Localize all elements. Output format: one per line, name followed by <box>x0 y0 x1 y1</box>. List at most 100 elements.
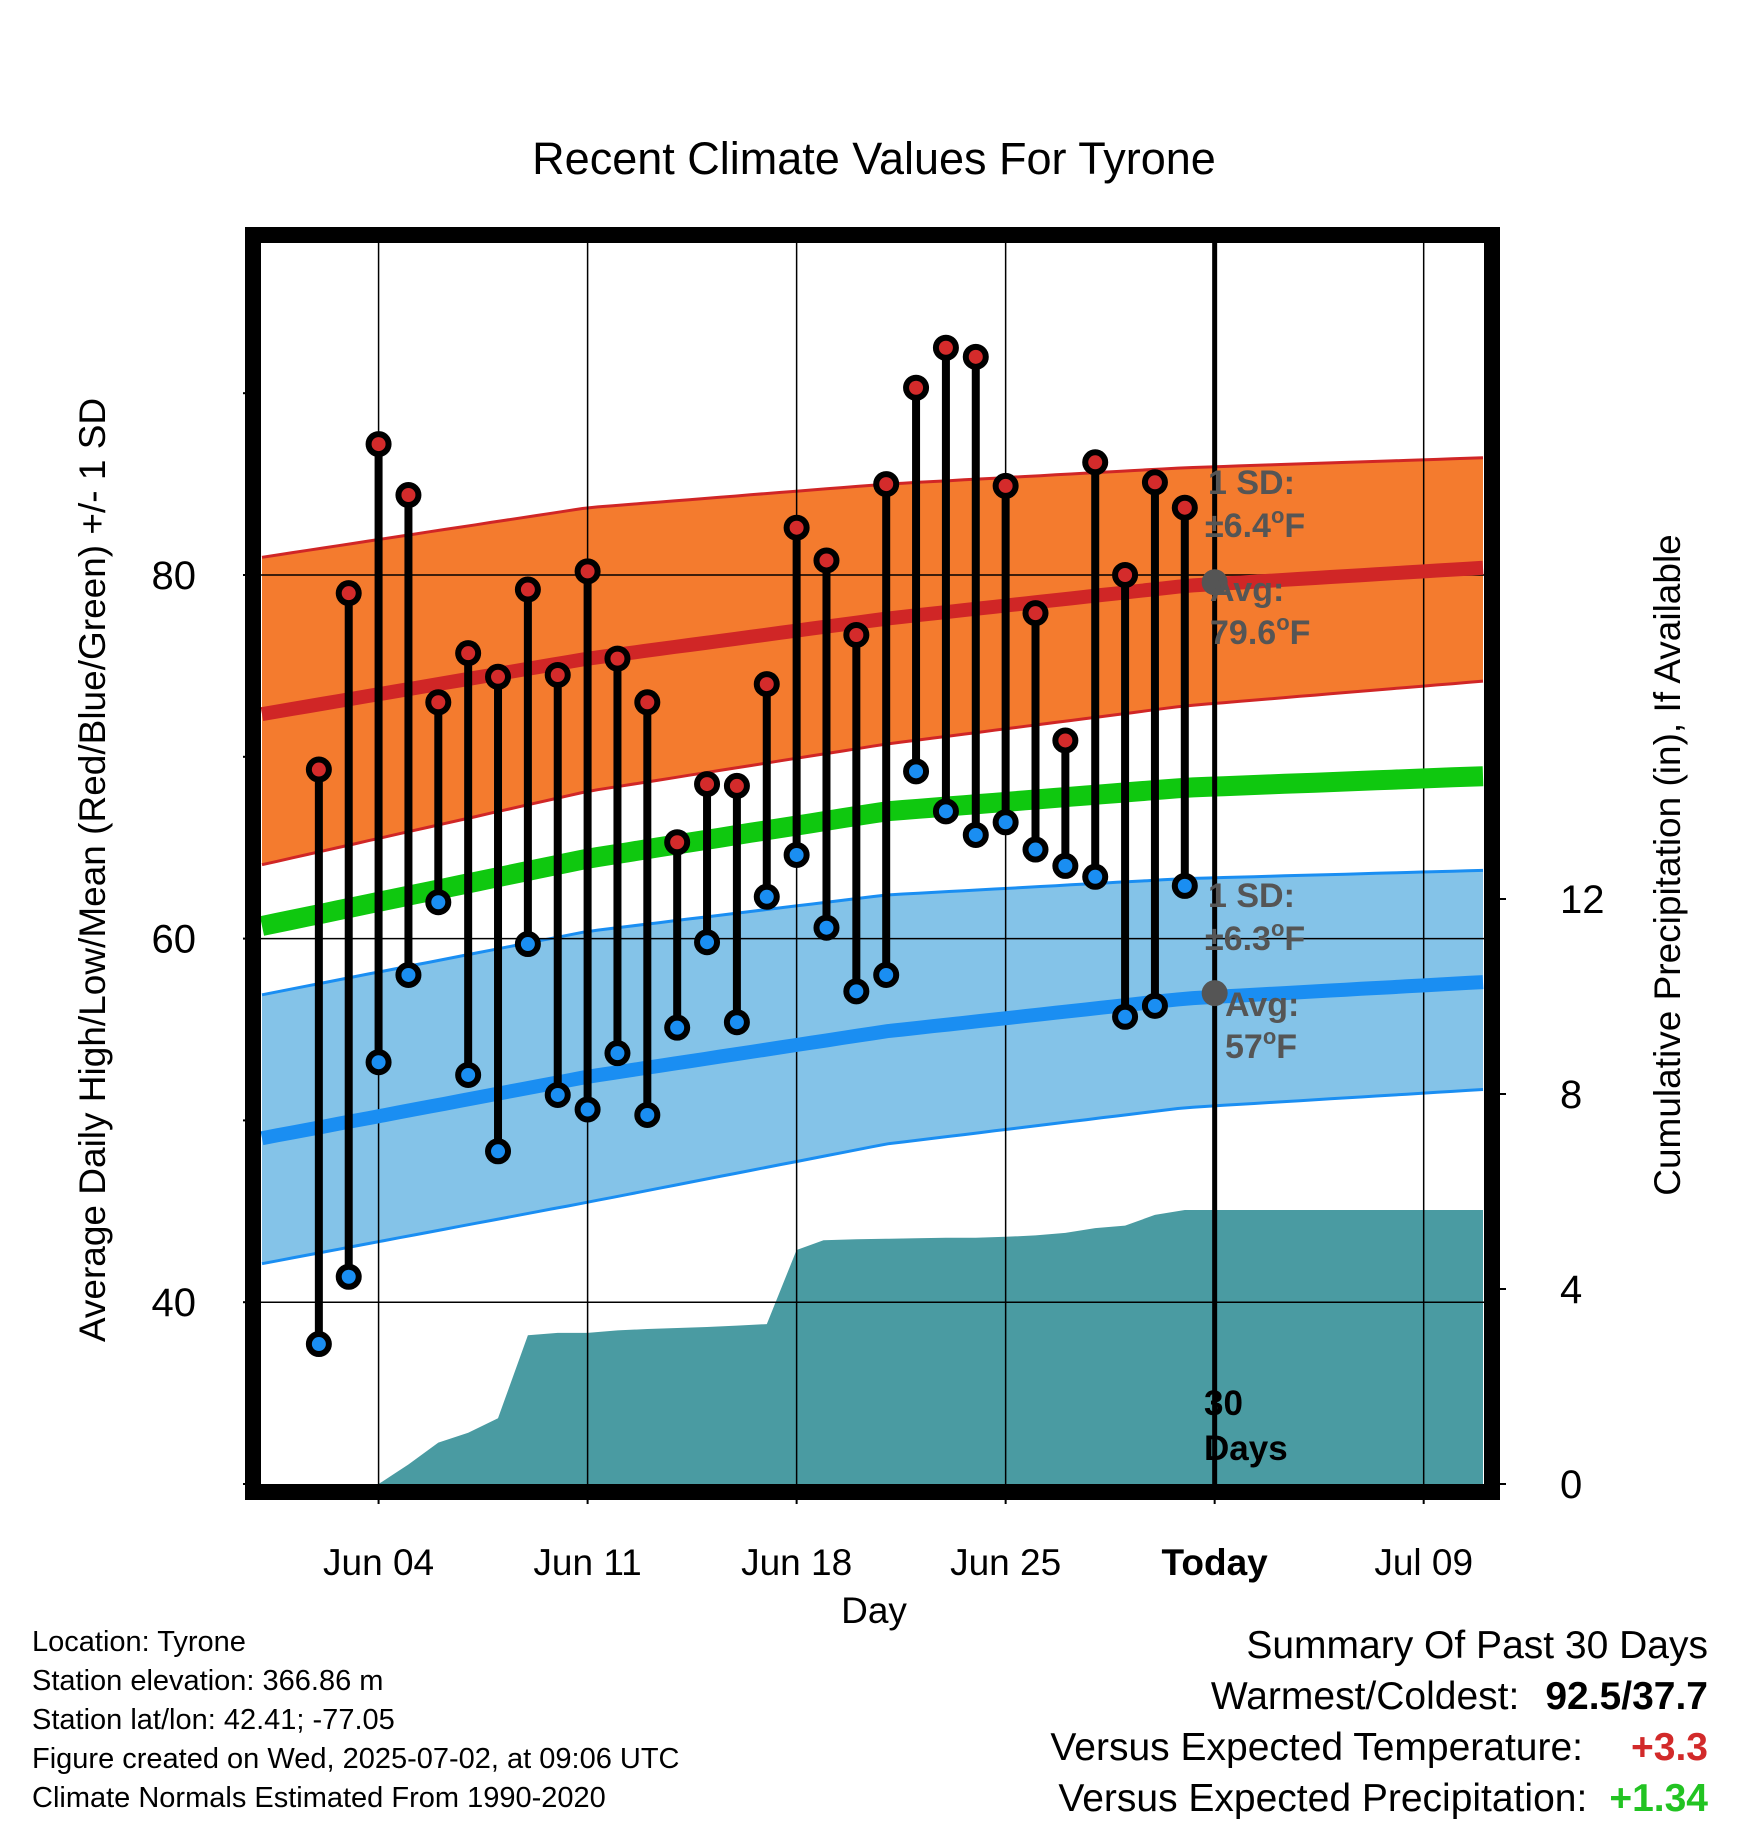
plot-frame <box>245 227 1500 1500</box>
days-count: 30 <box>1204 1384 1243 1423</box>
low-point <box>664 1014 691 1041</box>
x-tick-label: Today <box>1162 1542 1269 1583</box>
low-point <box>455 1061 482 1088</box>
elevation-text: Station elevation: 366.86 m <box>32 1665 384 1697</box>
high-point <box>873 471 900 498</box>
low-point <box>604 1040 631 1067</box>
low-point <box>813 914 840 941</box>
low-point <box>723 1009 750 1036</box>
low-point <box>694 929 721 956</box>
low-point <box>544 1081 571 1108</box>
precip-anomaly-label: Versus Expected Precipitation: <box>1058 1777 1588 1820</box>
y-tick-label: 40 <box>152 1281 197 1325</box>
high-point <box>992 472 1019 499</box>
location-text: Location: Tyrone <box>32 1626 246 1658</box>
high-sd-label: 1 SD: <box>1208 464 1295 502</box>
high-point <box>783 514 810 541</box>
high-point <box>455 640 482 667</box>
x-tick-label: Jun 18 <box>741 1542 852 1583</box>
low-point <box>335 1263 362 1290</box>
high-point <box>305 756 332 783</box>
high-point <box>753 671 780 698</box>
x-tick-label: Jun 04 <box>323 1542 434 1583</box>
low-sd-value: ±6.3oF <box>1205 916 1305 958</box>
high-point <box>664 829 691 856</box>
y2-axis-title: Cumulative Precipitation (in), If Availa… <box>1647 534 1688 1196</box>
high-point <box>574 558 601 585</box>
low-sd-label: 1 SD: <box>1208 877 1295 915</box>
low-point <box>873 961 900 988</box>
high-point <box>962 343 989 370</box>
high-point <box>1171 494 1198 521</box>
high-point <box>604 645 631 672</box>
summary-title: Summary Of Past 30 Days <box>1246 1624 1708 1667</box>
x-tick-label: Jun 11 <box>533 1542 641 1583</box>
low-point <box>1082 863 1109 890</box>
high-point <box>544 661 571 688</box>
high-point <box>395 482 422 509</box>
high-sd-value: ±6.4oF <box>1205 503 1305 545</box>
high-sd-band <box>262 457 1483 865</box>
chart-title: Recent Climate Values For Tyrone <box>532 133 1216 184</box>
low-point <box>992 809 1019 836</box>
warmest-coldest-label: Warmest/Coldest: <box>1210 1675 1520 1718</box>
high-point <box>335 580 362 607</box>
days-word: Days <box>1204 1429 1288 1468</box>
low-point <box>365 1049 392 1076</box>
high-upper-edge <box>261 456 1484 559</box>
y-tick-label: 80 <box>152 554 197 598</box>
high-avg-today-marker <box>1201 569 1228 596</box>
low-point <box>485 1138 512 1165</box>
axes-group: Jun 04 Jun 11 Jun 18 Jun 25 Today Jul 0940608… <box>152 392 1605 1583</box>
low-point <box>932 798 959 825</box>
low-point <box>1052 852 1079 879</box>
low-point <box>1022 836 1049 863</box>
high-point <box>1141 469 1168 496</box>
high-point <box>694 771 721 798</box>
high-point <box>813 547 840 574</box>
precip-area-group <box>378 1210 1484 1484</box>
low-point <box>753 883 780 910</box>
low-point <box>305 1331 332 1358</box>
low-point <box>395 961 422 988</box>
low-point <box>1171 872 1198 899</box>
high-point <box>903 374 930 401</box>
y2-tick-label: 0 <box>1560 1463 1582 1507</box>
x-axis-title: Day <box>841 1590 907 1631</box>
created-text: Figure created on Wed, 2025-07-02, at 09… <box>32 1743 680 1775</box>
low-normal-line <box>260 975 1484 1146</box>
low-point <box>843 978 870 1005</box>
station-info: Location: Tyrone Station elevation: 366.… <box>32 1623 932 1818</box>
low-avg-today-marker <box>1201 980 1228 1007</box>
low-point <box>783 841 810 868</box>
low-point <box>425 889 452 916</box>
low-point <box>903 758 930 785</box>
low-point <box>574 1096 601 1123</box>
x-tick-label: Jun 25 <box>950 1542 1061 1583</box>
high-point <box>843 621 870 648</box>
summary-panel: Summary Of Past 30 Days Warmest/Coldest:… <box>808 1620 1708 1824</box>
low-point <box>634 1101 661 1128</box>
daily-points-group <box>305 334 1198 1358</box>
temp-anomaly-row: Versus Expected Temperature: +3.3 <box>808 1722 1708 1773</box>
low-lower-edge <box>261 1088 1484 1266</box>
y2-tick-label: 4 <box>1560 1268 1582 1312</box>
plot-frame-group <box>245 227 1500 1500</box>
low-sd-band <box>262 870 1483 1264</box>
precip-anomaly-row: Versus Expected Precipitation: +1.34 <box>808 1773 1708 1824</box>
low-avg-value: 57oF <box>1225 1024 1297 1066</box>
low-avg-label: Avg: <box>1225 986 1299 1024</box>
y2-tick-label: 12 <box>1560 878 1605 922</box>
temp-anomaly-value: +3.3 <box>1631 1726 1708 1769</box>
high-point <box>932 334 959 361</box>
precip-anomaly-value: +1.34 <box>1609 1777 1708 1820</box>
warmest-coldest-row: Warmest/Coldest: 92.5/37.7 <box>808 1671 1708 1722</box>
high-point <box>514 576 541 603</box>
low-point <box>1141 992 1168 1019</box>
high-point <box>634 689 661 716</box>
high-point <box>1112 562 1139 588</box>
high-point <box>365 431 392 458</box>
warmest-coldest-value: 92.5/37.7 <box>1545 1675 1708 1718</box>
high-point <box>1052 727 1079 754</box>
